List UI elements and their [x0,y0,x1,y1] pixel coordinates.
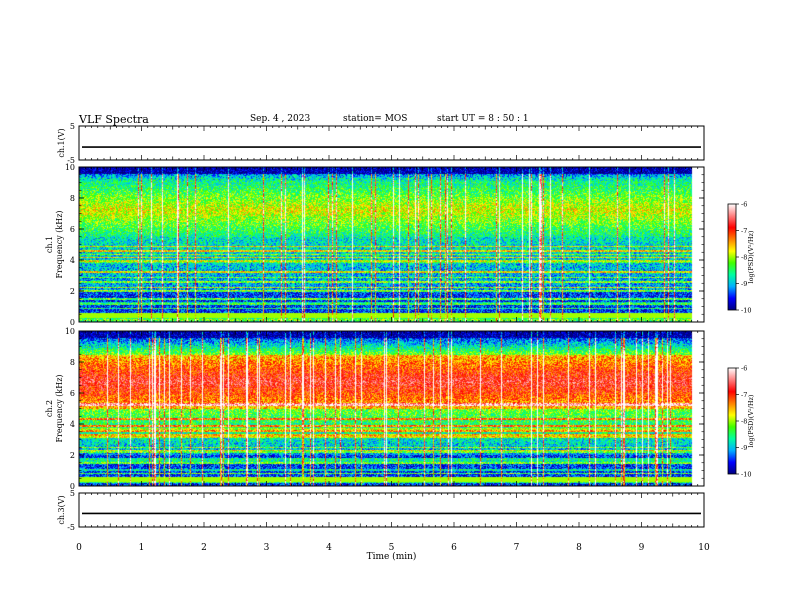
panel-frame-3 [78,492,705,528]
waveform-ylabel-0: ch.1(V) [57,128,66,157]
y-tick-label: 0 [70,318,75,327]
y-tick-label: -5 [67,156,75,165]
colorbar-tick-label: -10 [741,471,751,479]
colorbar-tick-label: -7 [741,227,747,235]
y-tick-label: 10 [65,327,75,336]
colorbar-tick-label: -6 [741,365,747,373]
y-tick-label: 2 [70,451,75,460]
colorbar-tick-label: -10 [741,307,751,315]
panel-frame-0 [78,125,705,161]
colorbar-tick-label: -9 [741,280,747,288]
spectrogram-ylabel-frequency-2: Frequency (kHz) [55,374,64,442]
y-tick-label: 6 [70,389,75,398]
figure-title: VLF Spectra [79,113,149,126]
colorbar-label-2: log(PSD)(V²/Hz) [747,394,755,447]
y-tick-label: 0 [70,482,75,491]
x-tick-label: 6 [451,543,457,553]
x-tick-label: 0 [76,543,82,553]
spectrogram-image-2 [79,331,704,486]
y-tick-label: 5 [70,122,75,131]
x-tick-label: 1 [139,543,145,553]
colorbar-2 [727,367,737,475]
colorbar-tick-label: -8 [741,254,747,262]
y-tick-label: 4 [70,420,75,429]
colorbar-tick-label: -8 [741,418,747,426]
spectrogram-image-1 [79,167,704,322]
date-label: Sep. 4 , 2023 [250,114,311,124]
x-tick-label: 5 [389,543,395,553]
spectrogram-ylabel-channel-1: ch.1 [45,236,54,253]
colorbar-label-1: log(PSD)(V²/Hz) [747,230,755,283]
colorbar-tick-label: -7 [741,391,747,399]
x-tick-label: 4 [326,543,332,553]
spectrogram-ylabel-frequency-1: Frequency (kHz) [55,210,64,278]
colorbar-1 [727,203,737,311]
x-tick-label: 3 [264,543,270,553]
y-tick-label: 8 [70,358,75,367]
y-tick-label: 10 [65,163,75,172]
x-tick-label: 9 [639,543,645,553]
y-tick-label: 4 [70,256,75,265]
y-tick-label: 5 [70,489,75,498]
start-time-label: start UT = 8 : 50 : 1 [437,114,529,124]
y-tick-label: -5 [67,523,75,532]
y-tick-label: 2 [70,287,75,296]
station-label: station= MOS [343,114,408,124]
colorbar-tick-label: -9 [741,444,747,452]
x-tick-label: 10 [698,543,710,553]
y-tick-label: 6 [70,225,75,234]
spectrogram-ylabel-channel-2: ch.2 [45,400,54,417]
colorbar-tick-label: -6 [741,201,747,209]
x-tick-label: 8 [576,543,582,553]
waveform-ylabel-3: ch.3(V) [57,495,66,524]
x-tick-label: 7 [514,543,520,553]
x-tick-label: 2 [201,543,207,553]
y-tick-label: 8 [70,194,75,203]
x-axis-label: Time (min) [367,551,417,562]
